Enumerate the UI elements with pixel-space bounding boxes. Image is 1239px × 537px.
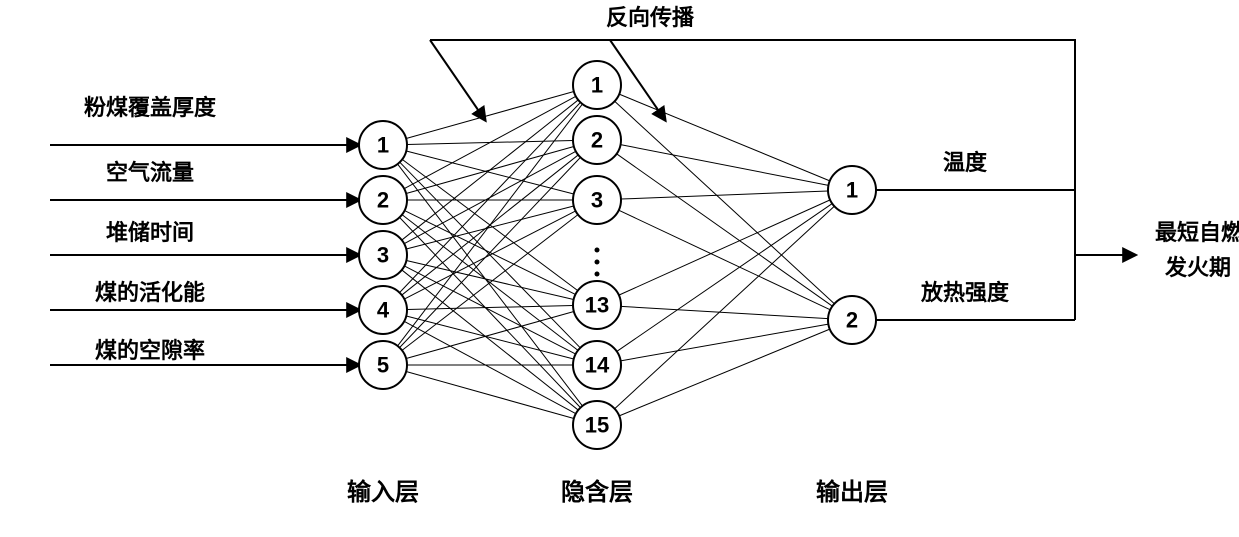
hidden-node-label: 14 (585, 353, 610, 378)
input-feature-label: 煤的空隙率 (95, 338, 205, 363)
input-node-label: 5 (377, 353, 389, 378)
output-node-label: 2 (846, 308, 858, 333)
output-layer-label: 输出层 (816, 478, 888, 506)
weight-edge (619, 200, 830, 295)
feedback-label: 反向传播 (606, 5, 695, 30)
weight-edge (621, 306, 828, 318)
input-feature-label: 空气流量 (106, 160, 194, 185)
hidden-layer-label: 隐含层 (561, 478, 633, 506)
ellipsis-dot (595, 260, 600, 265)
input-node-label: 3 (377, 243, 389, 268)
output-feature-label: 放热强度 (920, 280, 1010, 305)
weight-edge (406, 206, 574, 249)
output-feature-label: 温度 (943, 150, 988, 175)
result-label-line2: 发火期 (1164, 255, 1231, 280)
weight-edge (406, 151, 574, 194)
weight-edge (619, 94, 830, 181)
hidden-node-label: 13 (585, 293, 609, 318)
weight-edge (400, 157, 581, 347)
nn-diagram: 1 2 3 4 5 1 2 3 13 14 15 1 2 粉煤覆盖厚度空气流量堆储时间煤的活化能煤的空隙率… (0, 0, 1239, 537)
weight-edge (406, 316, 574, 359)
weight-edge (406, 371, 574, 418)
input-feature-label: 煤的活化能 (95, 280, 205, 305)
result-label-line1: 最短自燃 (1155, 220, 1239, 245)
input-feature-label: 堆储时间 (106, 220, 194, 245)
hidden-node-label: 15 (585, 413, 609, 438)
weight-edge (406, 311, 574, 358)
weight-edge (402, 270, 578, 410)
input-node-label: 2 (377, 188, 389, 213)
hidden-node-label: 1 (591, 73, 603, 98)
weight-edge (406, 91, 574, 138)
weight-edge (615, 101, 835, 303)
weight-edge (404, 266, 575, 354)
input-node-label: 1 (377, 133, 389, 158)
weight-edge (400, 102, 581, 292)
output-node-label: 1 (846, 178, 858, 203)
hidden-node-label: 3 (591, 188, 603, 213)
input-node-label: 4 (377, 298, 390, 323)
ellipsis-dot (595, 272, 600, 277)
hidden-node-label: 2 (591, 128, 603, 153)
ellipsis-dot (595, 248, 600, 253)
input-layer-label: 输入层 (347, 478, 419, 506)
weight-edge (621, 145, 829, 186)
input-feature-label: 粉煤覆盖厚度 (84, 95, 217, 120)
weight-edge (407, 306, 573, 310)
weight-edge (621, 191, 828, 199)
weight-edge (404, 96, 576, 188)
feedback-arrow (430, 40, 485, 120)
weight-edge (400, 217, 581, 407)
weight-edge (617, 154, 833, 306)
weight-edge (619, 210, 831, 310)
weight-edge (402, 100, 578, 240)
